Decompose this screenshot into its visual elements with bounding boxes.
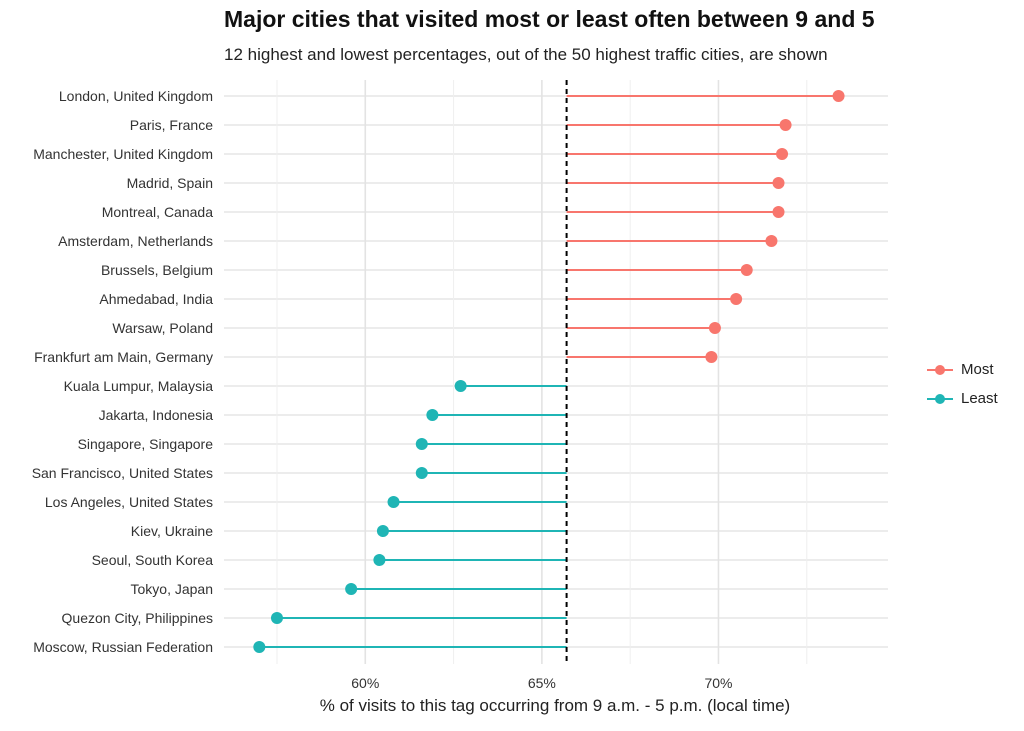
y-label-moscow-russian-federation: Moscow, Russian Federation xyxy=(33,639,213,655)
dot-london-united-kingdom xyxy=(832,90,845,102)
dot-kuala-lumpur-malaysia xyxy=(454,380,467,392)
legend-item-least: Least xyxy=(925,384,998,413)
legend-key-most xyxy=(925,360,955,380)
legend-label-most: Most xyxy=(961,361,994,378)
y-label-ahmedabad-india: Ahmedabad, India xyxy=(99,291,213,307)
dot-moscow-russian-federation xyxy=(253,641,266,653)
dot-paris-france xyxy=(779,119,792,131)
legend-dot-least xyxy=(935,393,945,404)
dot-brussels-belgium xyxy=(740,264,753,276)
y-axis-labels: London, United Kingdom Paris, France Manch… xyxy=(32,88,214,655)
y-label-paris-france: Paris, France xyxy=(130,117,213,133)
y-label-jakarta-indonesia: Jakarta, Indonesia xyxy=(99,407,214,423)
legend-item-most: Most xyxy=(925,355,998,384)
x-axis-title: % of visits to this tag occurring from 9… xyxy=(319,696,791,715)
dot-frankfurt-am-main-germany xyxy=(705,351,718,363)
y-label-warsaw-poland: Warsaw, Poland xyxy=(112,320,213,336)
dot-manchester-united-kingdom xyxy=(776,148,789,160)
chart-title: Major cities that visited most or least … xyxy=(224,6,875,32)
y-label-quezon-city-philippines: Quezon City, Philippines xyxy=(62,610,213,626)
grid-lines xyxy=(224,80,888,664)
chart-subtitle: 12 highest and lowest percentages, out o… xyxy=(224,45,828,64)
y-label-tokyo-japan: Tokyo, Japan xyxy=(131,581,214,597)
lollipop-stems xyxy=(259,95,839,648)
dot-kiev-ukraine xyxy=(376,525,389,537)
y-label-kiev-ukraine: Kiev, Ukraine xyxy=(131,523,213,539)
x-tick-label: 60% xyxy=(351,675,379,691)
dot-tokyo-japan xyxy=(345,583,358,595)
dot-los-angeles-united-states xyxy=(387,496,400,508)
y-label-seoul-south-korea: Seoul, South Korea xyxy=(92,552,214,568)
dot-jakarta-indonesia xyxy=(426,409,439,421)
dot-montreal-canada xyxy=(772,206,785,218)
dot-ahmedabad-india xyxy=(730,293,743,305)
y-label-montreal-canada: Montreal, Canada xyxy=(102,204,214,220)
dot-warsaw-poland xyxy=(708,322,721,334)
dot-madrid-spain xyxy=(772,177,785,189)
y-label-singapore-singapore: Singapore, Singapore xyxy=(78,436,214,452)
legend: Most Least xyxy=(925,355,998,413)
y-label-madrid-spain: Madrid, Spain xyxy=(127,175,213,191)
y-label-los-angeles-united-states: Los Angeles, United States xyxy=(45,494,213,510)
y-label-london-united-kingdom: London, United Kingdom xyxy=(59,88,213,104)
dot-san-francisco-united-states xyxy=(415,467,428,479)
x-tick-label: 70% xyxy=(704,675,732,691)
dot-amsterdam-netherlands xyxy=(765,235,778,247)
x-tick-label: 65% xyxy=(528,675,556,691)
dot-quezon-city-philippines xyxy=(270,612,283,624)
x-axis-ticks: 60% 65% 70% xyxy=(351,675,732,691)
lollipop-dots xyxy=(253,90,845,653)
y-label-manchester-united-kingdom: Manchester, United Kingdom xyxy=(33,146,213,162)
y-label-san-francisco-united-states: San Francisco, United States xyxy=(32,465,213,481)
legend-dot-most xyxy=(935,364,945,375)
legend-label-least: Least xyxy=(961,390,998,407)
y-label-frankfurt-am-main-germany: Frankfurt am Main, Germany xyxy=(34,349,213,365)
legend-key-least xyxy=(925,389,955,409)
dot-singapore-singapore xyxy=(415,438,428,450)
dot-seoul-south-korea xyxy=(373,554,386,566)
y-label-amsterdam-netherlands: Amsterdam, Netherlands xyxy=(58,233,213,249)
y-label-brussels-belgium: Brussels, Belgium xyxy=(101,262,213,278)
y-label-kuala-lumpur-malaysia: Kuala Lumpur, Malaysia xyxy=(64,378,214,394)
